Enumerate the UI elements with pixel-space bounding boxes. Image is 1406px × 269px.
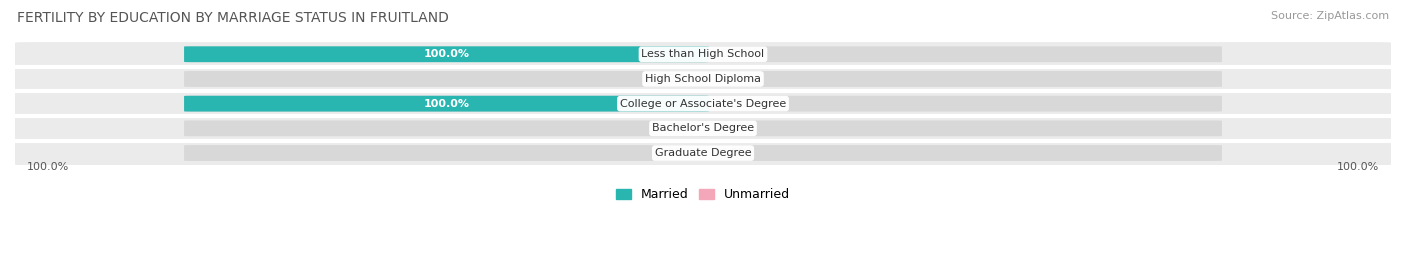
Text: College or Associate's Degree: College or Associate's Degree: [620, 99, 786, 109]
FancyBboxPatch shape: [184, 96, 709, 112]
Text: 0.0%: 0.0%: [657, 123, 686, 133]
FancyBboxPatch shape: [184, 145, 709, 161]
FancyBboxPatch shape: [184, 71, 709, 87]
FancyBboxPatch shape: [184, 46, 709, 62]
Text: 0.0%: 0.0%: [657, 148, 686, 158]
Text: 0.0%: 0.0%: [657, 74, 686, 84]
Legend: Married, Unmarried: Married, Unmarried: [612, 183, 794, 206]
FancyBboxPatch shape: [15, 67, 1391, 91]
FancyBboxPatch shape: [15, 42, 1391, 66]
FancyBboxPatch shape: [697, 96, 1222, 112]
FancyBboxPatch shape: [184, 46, 709, 62]
FancyBboxPatch shape: [15, 91, 1391, 116]
Text: Graduate Degree: Graduate Degree: [655, 148, 751, 158]
Text: 0.0%: 0.0%: [720, 99, 749, 109]
FancyBboxPatch shape: [697, 121, 1222, 136]
Text: 0.0%: 0.0%: [720, 49, 749, 59]
FancyBboxPatch shape: [697, 145, 1222, 161]
FancyBboxPatch shape: [15, 116, 1391, 140]
Text: 100.0%: 100.0%: [423, 49, 470, 59]
Text: 100.0%: 100.0%: [423, 99, 470, 109]
FancyBboxPatch shape: [15, 141, 1391, 165]
FancyBboxPatch shape: [184, 121, 709, 136]
Text: Source: ZipAtlas.com: Source: ZipAtlas.com: [1271, 11, 1389, 21]
Text: 0.0%: 0.0%: [720, 74, 749, 84]
Text: FERTILITY BY EDUCATION BY MARRIAGE STATUS IN FRUITLAND: FERTILITY BY EDUCATION BY MARRIAGE STATU…: [17, 11, 449, 25]
Text: 100.0%: 100.0%: [27, 162, 69, 172]
Text: Bachelor's Degree: Bachelor's Degree: [652, 123, 754, 133]
Text: High School Diploma: High School Diploma: [645, 74, 761, 84]
FancyBboxPatch shape: [184, 96, 709, 112]
Text: 0.0%: 0.0%: [720, 123, 749, 133]
Text: 0.0%: 0.0%: [720, 148, 749, 158]
Text: 100.0%: 100.0%: [1337, 162, 1379, 172]
FancyBboxPatch shape: [697, 46, 1222, 62]
Text: Less than High School: Less than High School: [641, 49, 765, 59]
FancyBboxPatch shape: [697, 71, 1222, 87]
